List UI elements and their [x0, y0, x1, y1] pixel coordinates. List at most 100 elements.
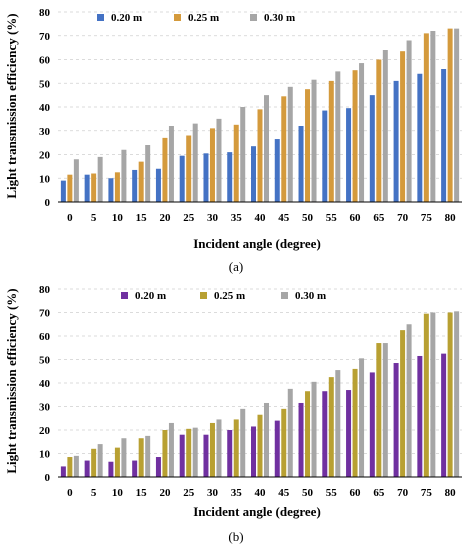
chart-a-x-tick-label: 45: [278, 212, 290, 224]
chart-b: 0 10 20 30 40 50 60 70 80 0 5 10 15 20 25 30 35 40 45 50 55…: [4, 284, 462, 544]
chart-a-bar: [121, 149, 127, 202]
chart-a-bar: [162, 137, 168, 202]
chart-b-bar: [203, 434, 209, 477]
chart-a-x-tick-label: 65: [373, 212, 385, 224]
chart-b-bar: [335, 370, 341, 477]
chart-b-bar: [264, 402, 269, 477]
chart-b-x-tick-label: 80: [445, 487, 457, 499]
chart-b-y-tick-label: 40: [39, 378, 51, 390]
chart-a-bars: [60, 28, 460, 202]
chart-b-bar: [305, 391, 311, 477]
chart-a-y-tick-label: 70: [39, 31, 51, 43]
chart-b-bar: [84, 460, 90, 477]
chart-b-bar: [155, 457, 161, 477]
chart-b-x-tick-label: 55: [326, 487, 338, 499]
chart-b-legend: 0.20 m 0.25 m 0.30 m: [121, 290, 326, 302]
chart-b-legend-swatch: [121, 292, 128, 299]
chart-b-bar: [417, 355, 423, 477]
chart-a-y-tick-label: 30: [39, 126, 51, 138]
chart-a-bar: [346, 108, 352, 202]
chart-a-bar: [168, 126, 174, 202]
chart-a-x-tick-label: 20: [159, 212, 171, 224]
chart-b-x-tick-label: 45: [278, 487, 290, 499]
chart-a-bar: [108, 178, 114, 202]
chart-a-bar: [328, 80, 334, 202]
chart-a-bar: [192, 123, 198, 202]
chart-a-x-axis-title: Incident angle (degree): [193, 236, 321, 251]
chart-a-bar: [67, 174, 73, 202]
chart-a-bar: [114, 172, 120, 202]
chart-b-bar: [97, 444, 103, 477]
chart-a-bar: [264, 95, 269, 202]
chart-a-y-tick-label: 0: [45, 197, 51, 209]
chart-a-bar: [393, 80, 399, 202]
chart-b-bar: [430, 312, 436, 477]
chart-b-bar: [382, 343, 388, 477]
chart-b-y-tick-label: 60: [39, 331, 51, 343]
chart-b-bar: [400, 330, 406, 477]
chart-a-legend-swatch: [174, 14, 181, 21]
chart-a-legend-swatch: [97, 14, 104, 21]
chart-b-legend-swatch: [281, 292, 288, 299]
chart-b-y-tick-label: 20: [39, 425, 51, 437]
chart-a-bar: [423, 33, 429, 202]
chart-a-bar: [240, 107, 246, 202]
chart-a-y-ticks: 0 10 20 30 40 50 60 70 80: [39, 7, 51, 209]
chart-b-x-tick-label: 10: [112, 487, 124, 499]
chart-b-bar: [91, 448, 97, 477]
chart-b-bar: [311, 381, 317, 477]
chart-b-y-tick-label: 10: [39, 449, 51, 461]
chart-a-y-axis-title: Light transmission efficiency (%): [4, 13, 19, 198]
chart-b-legend-label: 0.25 m: [214, 290, 245, 302]
chart-a-bar: [216, 118, 222, 202]
chart-b-y-tick-label: 50: [39, 355, 51, 367]
chart-a-bar: [298, 126, 304, 202]
chart-a-bar: [369, 95, 375, 202]
chart-b-bar: [121, 438, 127, 477]
chart-a: 0 10 20 30 40 50 60 70 80 0 5 10 15 20 25 30 35 40 45 50 55…: [4, 7, 462, 274]
chart-a-bar: [227, 152, 233, 202]
chart-a-bar: [335, 71, 341, 202]
chart-a-y-tick-label: 60: [39, 55, 51, 67]
chart-b-bar: [227, 430, 233, 477]
chart-a-legend-label: 0.30 m: [264, 12, 295, 24]
chart-a-bar: [454, 28, 460, 202]
chart-b-x-tick-label: 20: [159, 487, 171, 499]
chart-b-bar: [393, 363, 399, 477]
chart-a-bar: [281, 96, 287, 202]
chart-b-y-tick-label: 0: [45, 472, 51, 484]
chart-b-bar: [168, 422, 174, 477]
chart-a-x-tick-label: 40: [255, 212, 267, 224]
chart-a-bar: [155, 168, 161, 202]
chart-b-bar: [240, 408, 246, 477]
chart-a-bar: [274, 139, 280, 202]
chart-a-bar: [305, 89, 311, 202]
chart-b-y-axis-title: Light transmission efficiency (%): [4, 288, 19, 473]
chart-b-caption: (b): [228, 529, 243, 544]
chart-b-bar: [209, 422, 215, 477]
chart-a-bar: [359, 63, 365, 202]
chart-b-x-tick-label: 0: [67, 487, 73, 499]
chart-b-bar: [257, 414, 263, 477]
chart-a-bar: [97, 156, 103, 202]
chart-b-bar: [352, 368, 358, 477]
chart-b-x-tick-label: 75: [421, 487, 433, 499]
chart-b-bar: [138, 438, 144, 477]
chart-b-y-tick-label: 30: [39, 402, 51, 414]
chart-b-x-tick-label: 5: [91, 487, 97, 499]
chart-b-x-tick-label: 25: [183, 487, 195, 499]
chart-a-bar: [203, 153, 209, 202]
chart-b-bar: [359, 358, 365, 477]
chart-b-bar: [423, 313, 429, 477]
chart-b-x-tick-label: 60: [350, 487, 362, 499]
chart-b-bar: [186, 428, 192, 477]
chart-b-legend-label: 0.30 m: [295, 290, 326, 302]
chart-b-bar: [274, 420, 280, 477]
chart-a-bar: [91, 173, 97, 202]
chart-a-y-tick-label: 80: [39, 7, 51, 19]
chart-b-bar: [287, 388, 293, 477]
chart-b-x-axis-title: Incident angle (degree): [193, 504, 321, 519]
chart-b-bar: [233, 419, 239, 477]
chart-a-bar: [257, 109, 263, 202]
chart-b-bar: [322, 391, 328, 477]
